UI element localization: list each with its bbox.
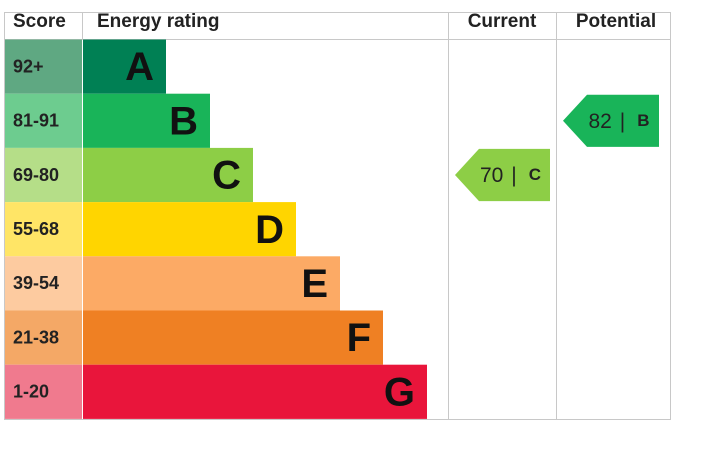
score-label: 55-68: [13, 219, 59, 239]
score-cell: [5, 310, 82, 365]
rating-bar: [83, 256, 340, 311]
score-label: 92+: [13, 56, 44, 76]
header-rating: Energy rating: [97, 11, 219, 32]
score-label: 69-80: [13, 165, 59, 185]
score-cell: [5, 364, 82, 419]
header-potential: Potential: [576, 11, 656, 32]
current-label: 70 | C: [480, 164, 541, 187]
potential-label: 82 | B: [588, 109, 649, 132]
score-label: 21-38: [13, 327, 59, 347]
frame: [4, 12, 671, 420]
table-frame: [4, 12, 671, 420]
score-cell: [5, 202, 82, 257]
rating-letter: C: [212, 154, 241, 198]
current-arrow: [455, 148, 550, 202]
rating-letter: A: [125, 45, 154, 89]
potential-letter: B: [637, 111, 649, 130]
header-current: Current: [468, 11, 537, 32]
rating-bar: [83, 202, 296, 257]
current-letter: C: [529, 165, 541, 184]
potential-value: 82: [588, 109, 611, 132]
rating-bar: [83, 39, 166, 94]
rating-bar: [83, 147, 253, 203]
score-cell: [5, 147, 82, 203]
header-score: Score: [13, 11, 66, 32]
rating-bar: [83, 364, 427, 419]
current-value: 70: [480, 164, 503, 187]
rating-letter: D: [255, 208, 284, 252]
potential-separator: |: [620, 109, 625, 132]
rating-letter: B: [169, 99, 198, 143]
rating-letter: G: [384, 370, 415, 414]
score-label: 1-20: [13, 382, 49, 402]
score-label: 81-91: [13, 111, 59, 131]
score-cell: [5, 39, 82, 94]
score-cell: [5, 93, 82, 148]
rating-bar: [83, 310, 383, 365]
score-label: 39-54: [13, 273, 59, 293]
rating-letter: F: [347, 316, 371, 360]
score-cell: [5, 256, 82, 311]
current-separator: |: [511, 164, 516, 187]
rating-letter: E: [301, 262, 328, 306]
rating-bar: [83, 93, 210, 148]
potential-arrow: [563, 94, 659, 147]
